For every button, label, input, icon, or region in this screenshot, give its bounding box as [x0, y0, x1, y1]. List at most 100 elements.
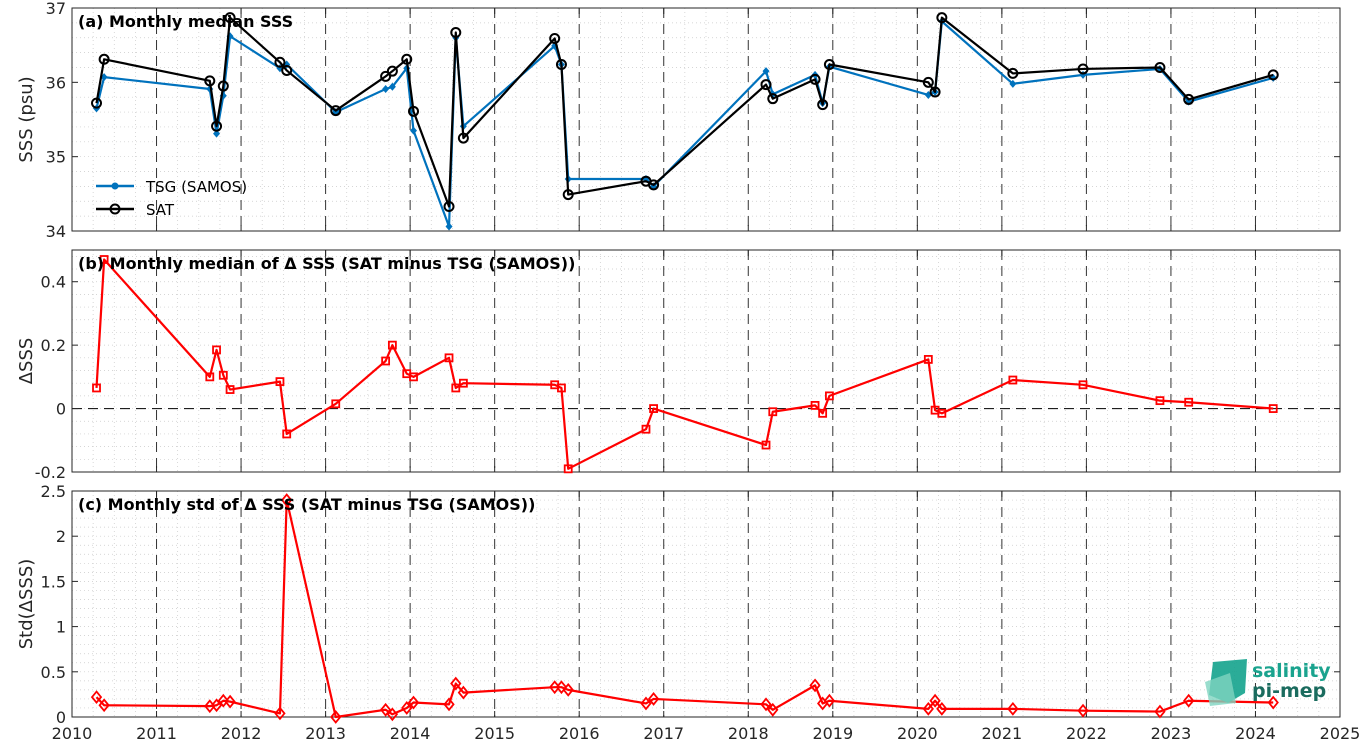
- data-point: [555, 680, 568, 695]
- x-tick-label: 2020: [897, 724, 938, 743]
- y-tick-label: 2.5: [41, 482, 66, 501]
- data-point: [1184, 397, 1194, 407]
- data-point: [90, 690, 103, 705]
- data-point: [923, 355, 933, 364]
- data-point: [409, 372, 418, 382]
- data-point: [1267, 695, 1279, 710]
- data-point: [562, 682, 574, 697]
- data-point: [458, 378, 468, 388]
- data-point: [809, 678, 821, 693]
- data-point: [330, 710, 342, 724]
- x-tick-label: 2012: [221, 724, 262, 743]
- data-point: [407, 695, 420, 710]
- data-point: [274, 56, 286, 68]
- data-point: [274, 706, 286, 721]
- data-point: [213, 129, 221, 138]
- y-tick-label: 36: [46, 73, 66, 92]
- data-point: [457, 132, 469, 144]
- data-point: [557, 383, 566, 393]
- data-point: [922, 76, 934, 88]
- data-point: [1183, 93, 1195, 105]
- data-point: [450, 676, 462, 691]
- data-point: [217, 693, 229, 708]
- panel-c: 0 0.5 1 1.5 2 2.5 2010 2011 2012 2013 2014 2015 2016…: [16, 482, 1360, 743]
- data-point: [401, 701, 413, 715]
- data-point: [380, 70, 392, 82]
- panel-b: -0.2 0 0.2 0.4 ΔSSS (b) Monthly median of Δ S…: [16, 249, 1341, 482]
- data-point: [382, 85, 390, 94]
- data-point: [929, 86, 941, 98]
- data-point: [450, 27, 462, 39]
- data-point: [410, 126, 418, 135]
- data-point: [922, 701, 934, 716]
- x-tick-label: 2015: [474, 724, 515, 743]
- y-axis-label: ΔSSS: [16, 338, 37, 385]
- data-point: [761, 440, 771, 450]
- y-tick-label: 0.5: [41, 663, 66, 682]
- data-point: [1009, 79, 1017, 88]
- x-tick-label: 2022: [1066, 724, 1107, 743]
- axes-frame: [71, 7, 1341, 232]
- data-point: [823, 58, 835, 70]
- data-point: [817, 99, 829, 111]
- data-point: [224, 12, 236, 24]
- y-tick-label: 35: [46, 148, 66, 167]
- legend-sat-label: SAT: [146, 201, 175, 219]
- data-point: [379, 702, 392, 717]
- data-point: [443, 200, 455, 212]
- series-line: [95, 16, 1274, 208]
- y-tick-label: 34: [46, 222, 66, 241]
- data-point: [1155, 396, 1165, 406]
- data-point: [217, 80, 229, 92]
- data-point: [386, 65, 398, 77]
- panel-title: (c) Monthly std of Δ SSS (SAT minus TSG …: [78, 495, 535, 514]
- y-axis-label: SSS (psu): [16, 76, 37, 162]
- y-tick-label: 1.5: [41, 572, 66, 591]
- data-point: [1007, 67, 1019, 79]
- data-point: [767, 702, 779, 717]
- x-tick-label: 2024: [1235, 724, 1276, 743]
- y-tick-label: 0.2: [41, 336, 66, 355]
- data-point: [210, 698, 223, 713]
- y-tick-label: 2: [56, 527, 66, 546]
- data-point: [451, 383, 461, 393]
- data-point: [282, 429, 292, 439]
- data-point: [647, 691, 660, 706]
- legend: TSG (SAMOS) SAT: [96, 178, 247, 219]
- x-tick-label: 2011: [136, 724, 177, 743]
- data-point: [98, 53, 110, 65]
- data-point: [205, 372, 215, 382]
- data-point: [1077, 703, 1089, 718]
- data-point: [386, 707, 399, 722]
- y-tick-label: 37: [46, 0, 66, 18]
- data-point: [91, 97, 103, 109]
- data-point: [275, 377, 285, 387]
- legend-sat-marker: [109, 203, 121, 215]
- data-point: [1267, 69, 1279, 81]
- axes-frame: [71, 249, 1341, 473]
- data-point: [444, 353, 454, 363]
- logo-line-1: salinity: [1252, 660, 1331, 682]
- data-point: [443, 697, 455, 712]
- x-tick-label: 2018: [728, 724, 769, 743]
- panel-title: (a) Monthly median SSS: [78, 12, 293, 31]
- axes-frame: [71, 490, 1341, 718]
- data-point: [401, 53, 413, 65]
- x-tick-label: 2010: [52, 724, 93, 743]
- data-point: [936, 12, 948, 24]
- data-point: [809, 73, 821, 85]
- data-point: [331, 399, 341, 409]
- data-point: [1183, 693, 1195, 708]
- x-tick-label: 2023: [1151, 724, 1192, 743]
- data-point: [762, 67, 770, 76]
- data-point: [760, 697, 772, 712]
- x-tick-label: 2017: [643, 724, 684, 743]
- data-point: [648, 179, 660, 191]
- data-point: [99, 255, 109, 264]
- data-point: [760, 79, 772, 91]
- data-point: [381, 356, 391, 366]
- data-point: [387, 340, 397, 350]
- data-point: [1007, 701, 1019, 716]
- data-point: [212, 345, 221, 355]
